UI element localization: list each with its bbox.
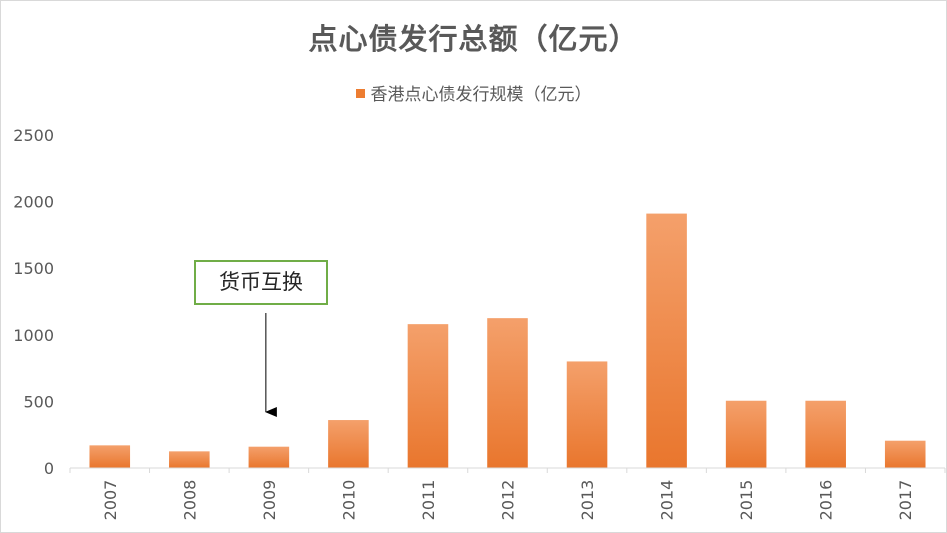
- y-tick-label: 1000: [13, 326, 54, 345]
- x-axis: 2007 2008 2009 2010 2011 2012 2013 2014 2015 2016…: [69, 468, 946, 521]
- x-tick-label: 2013: [578, 480, 597, 521]
- y-tick-label: 500: [23, 392, 54, 411]
- x-tick-label: 2016: [817, 480, 836, 521]
- bar-2016: [805, 400, 846, 468]
- y-tick-label: 2500: [13, 126, 54, 145]
- x-tick-label: 2007: [101, 480, 120, 521]
- bar-2015: [725, 400, 767, 468]
- y-tick-label: 0: [44, 459, 54, 478]
- bar-2012: [487, 318, 528, 468]
- x-tick-label: 2011: [419, 480, 438, 521]
- annotation-box: 货币互换: [194, 260, 328, 305]
- legend-swatch: [355, 89, 365, 98]
- bar-2013: [566, 361, 608, 468]
- bar-2009: [248, 446, 290, 468]
- bar-2017: [884, 440, 926, 468]
- bar-2014: [646, 213, 687, 468]
- x-tick-label: 2008: [180, 480, 199, 521]
- y-axis: 0 500 1000 1500 2000 2500: [13, 126, 54, 478]
- bar-2011: [407, 324, 449, 468]
- bar-2010: [328, 420, 369, 468]
- y-tick-label: 2000: [13, 193, 54, 212]
- chart-title: 点心债发行总额（亿元）: [308, 22, 639, 56]
- y-tick-label: 1500: [13, 259, 54, 278]
- bar-2008: [169, 451, 210, 468]
- legend-label: 香港点心债发行规模（亿元）: [370, 85, 592, 105]
- bar-2007: [89, 445, 131, 468]
- x-tick-label: 2014: [658, 480, 677, 521]
- x-tick-label: 2017: [896, 480, 915, 521]
- x-tick-label: 2010: [339, 480, 358, 521]
- x-tick-label: 2012: [499, 480, 518, 521]
- legend: 香港点心债发行规模（亿元）: [0, 80, 947, 105]
- x-tick-label: 2009: [260, 480, 279, 521]
- bars-group: [89, 213, 926, 468]
- x-tick-label: 2015: [737, 480, 756, 521]
